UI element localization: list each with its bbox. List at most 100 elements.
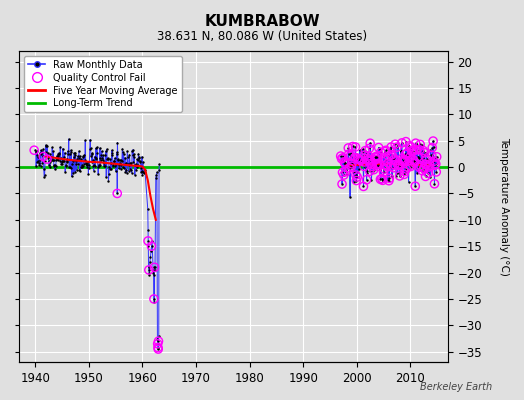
Point	[34, 159, 42, 165]
Point	[125, 152, 134, 158]
Point	[97, 152, 105, 158]
Point	[409, 156, 417, 163]
Point	[401, 158, 409, 164]
Point	[378, 176, 386, 182]
Point	[369, 166, 378, 173]
Point	[76, 168, 84, 174]
Point	[85, 146, 94, 152]
Point	[423, 156, 431, 162]
Point	[98, 154, 106, 161]
Point	[374, 163, 383, 170]
Point	[354, 155, 362, 162]
Point	[152, 172, 160, 178]
Point	[379, 169, 388, 176]
Point	[372, 162, 380, 168]
Point	[341, 160, 350, 167]
Point	[368, 164, 377, 170]
Point	[387, 144, 395, 150]
Point	[54, 150, 63, 156]
Point	[414, 154, 422, 160]
Point	[391, 141, 399, 148]
Point	[54, 157, 63, 163]
Point	[387, 152, 396, 158]
Point	[428, 144, 436, 151]
Point	[402, 166, 410, 172]
Point	[409, 148, 418, 154]
Point	[406, 162, 414, 168]
Point	[400, 171, 408, 178]
Point	[132, 166, 140, 173]
Point	[396, 173, 404, 179]
Point	[48, 144, 57, 150]
Point	[407, 163, 415, 170]
Point	[57, 161, 66, 168]
Point	[381, 148, 389, 155]
Point	[347, 161, 356, 167]
Point	[99, 152, 107, 159]
Point	[396, 173, 404, 179]
Point	[91, 155, 100, 161]
Point	[421, 173, 430, 180]
Point	[340, 172, 348, 178]
Point	[383, 164, 391, 170]
Point	[89, 157, 97, 164]
Point	[415, 164, 423, 170]
Point	[422, 162, 430, 168]
Point	[431, 154, 440, 160]
Point	[381, 162, 389, 168]
Point	[130, 172, 139, 178]
Point	[378, 175, 386, 182]
Point	[111, 155, 119, 161]
Point	[395, 161, 403, 167]
Point	[61, 150, 69, 156]
Point	[410, 158, 418, 164]
Point	[384, 153, 392, 159]
Point	[145, 264, 153, 270]
Point	[383, 164, 391, 170]
Point	[358, 146, 367, 152]
Point	[132, 161, 140, 167]
Point	[432, 161, 440, 167]
Point	[123, 148, 132, 155]
Point	[399, 157, 407, 164]
Point	[336, 153, 345, 159]
Point	[418, 168, 427, 174]
Point	[375, 161, 383, 167]
Point	[42, 152, 51, 158]
Point	[345, 165, 354, 171]
Point	[343, 171, 351, 177]
Point	[89, 163, 97, 169]
Point	[60, 154, 68, 160]
Point	[354, 155, 362, 162]
Point	[423, 157, 431, 164]
Point	[72, 161, 81, 168]
Point	[95, 155, 104, 162]
Point	[133, 156, 141, 162]
Point	[137, 169, 145, 176]
Point	[394, 142, 402, 148]
Point	[396, 148, 405, 154]
Point	[396, 162, 405, 169]
Point	[144, 206, 152, 212]
Point	[31, 147, 39, 153]
Point	[342, 168, 350, 175]
Point	[150, 296, 158, 302]
Point	[117, 166, 125, 172]
Point	[351, 144, 359, 150]
Point	[70, 154, 78, 160]
Point	[129, 159, 138, 166]
Point	[432, 161, 440, 167]
Point	[43, 156, 51, 162]
Point	[124, 161, 133, 167]
Point	[381, 148, 389, 155]
Point	[427, 152, 435, 159]
Point	[107, 150, 116, 156]
Point	[75, 153, 84, 159]
Point	[376, 176, 385, 182]
Point	[427, 160, 435, 166]
Point	[59, 145, 67, 152]
Point	[359, 183, 368, 190]
Point	[154, 346, 162, 352]
Point	[364, 158, 372, 164]
Point	[129, 146, 137, 153]
